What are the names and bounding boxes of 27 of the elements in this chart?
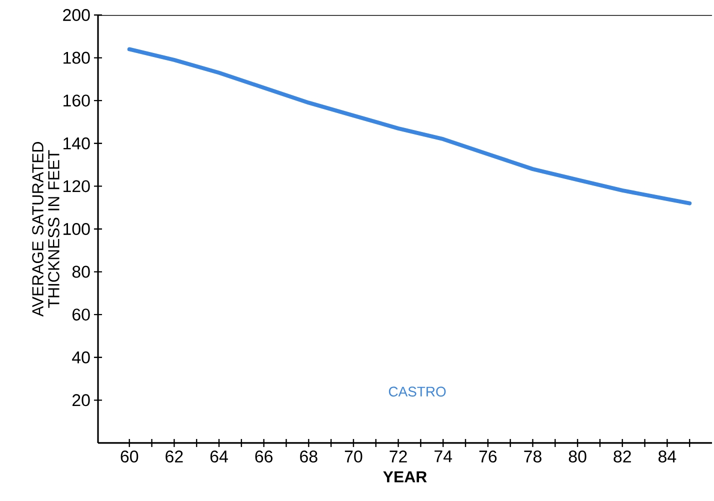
y-tick-label: 80	[72, 266, 90, 278]
x-tick-label: 82	[614, 450, 631, 463]
x-tick-label: 78	[524, 450, 542, 463]
y-tick-label: 120	[64, 180, 90, 192]
text: CASTRO	[388, 386, 446, 397]
line-series	[127, 47, 692, 206]
x-axis-title: YEAR	[383, 471, 427, 482]
y-tick-label: 40	[72, 351, 90, 364]
y-tick-label: 100	[64, 222, 90, 235]
x-tick-label: 76	[479, 450, 497, 463]
x-tick-label: 68	[300, 450, 318, 463]
x-tick-label: 66	[255, 450, 272, 463]
x-tick-label: 74	[434, 450, 452, 462]
y-tick-label: 20	[72, 394, 90, 406]
y-tick-label: 60	[72, 308, 90, 321]
y-tick-label: 180	[64, 52, 90, 64]
x-tick-label: 70	[344, 450, 362, 463]
x-tick-label: 72	[390, 450, 407, 462]
x-tick-label: 64	[210, 450, 228, 463]
x-tick-label: 60	[120, 450, 138, 463]
x-tick-label: 62	[166, 450, 183, 463]
y-tick-label: 160	[64, 94, 90, 107]
x-tick-label: 84	[658, 450, 676, 463]
y-axis-title: AVERAGE SATURATED THICKNESS IN FEET	[32, 142, 60, 317]
y-tick-label: 140	[64, 137, 90, 150]
x-tick-label: 80	[568, 450, 586, 463]
y-tick-label: 200	[63, 8, 90, 21]
